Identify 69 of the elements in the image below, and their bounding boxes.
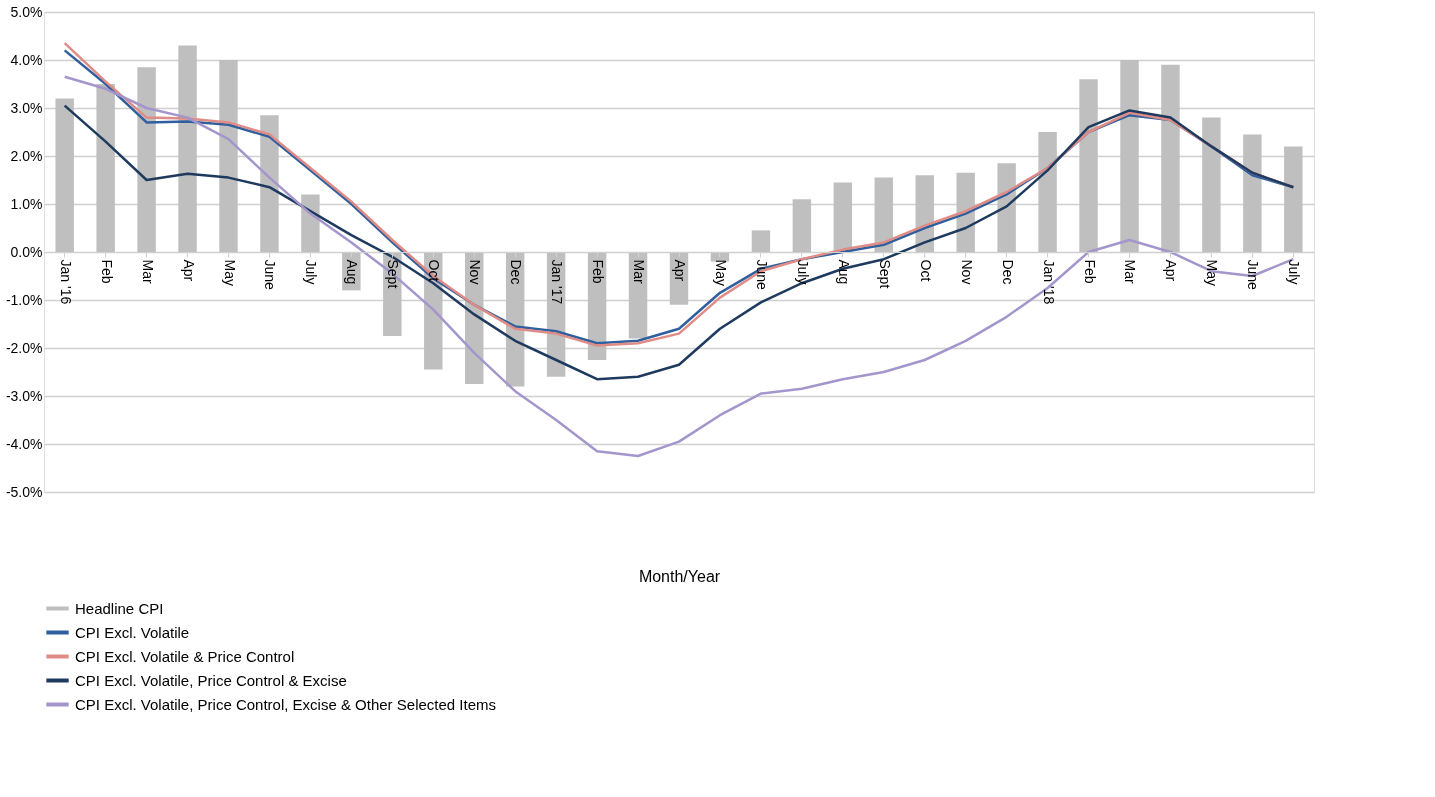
y-tick-label: -2.0% <box>5 339 43 356</box>
x-tick-label: Apr <box>1163 259 1180 282</box>
x-tick-label: Feb <box>98 259 115 284</box>
y-tick-label: -1.0% <box>5 291 43 308</box>
bar <box>874 177 893 252</box>
bar <box>997 163 1016 252</box>
bar <box>96 84 115 252</box>
bar <box>1161 64 1180 252</box>
x-tick-label: Oct <box>917 259 934 282</box>
bar <box>792 199 812 252</box>
legend-label: CPI Excl. Volatile, Price Control, Excise & Other Selected Items <box>75 695 496 713</box>
x-tick-label: May <box>712 259 729 286</box>
x-tick-label: Sept <box>876 259 893 289</box>
y-tick-label: -5.0% <box>5 483 43 500</box>
x-tick-label: Jan '16 <box>57 259 74 305</box>
x-tick-label: July <box>1286 259 1303 285</box>
x-tick-label: Oct <box>426 259 443 282</box>
x-tick-label: Feb <box>1081 259 1098 284</box>
bar <box>1079 79 1098 252</box>
bar <box>178 45 197 252</box>
x-tick-label: June <box>1245 259 1262 291</box>
y-tick-label: 5.0% <box>10 3 43 20</box>
legend-label: Headline CPI <box>75 599 164 617</box>
bar <box>301 194 320 252</box>
y-tick-label: -3.0% <box>5 387 43 404</box>
y-tick-label: 4.0% <box>10 51 43 68</box>
x-tick-label: July <box>303 259 320 285</box>
x-tick-label: Aug <box>835 259 852 285</box>
x-tick-label: Apr <box>180 259 197 282</box>
bar <box>137 67 156 252</box>
y-tick-label: 1.0% <box>10 195 43 212</box>
x-tick-label: May <box>1204 259 1221 286</box>
bar <box>1202 117 1221 252</box>
x-tick-label: Mar <box>139 259 156 284</box>
bar <box>833 182 853 252</box>
y-tick-label: 0.0% <box>10 243 43 260</box>
x-axis-title: Month/Year <box>638 568 721 586</box>
x-tick-label: Dec <box>508 259 525 285</box>
y-tick-label: 2.0% <box>10 147 43 164</box>
y-tick-label: 3.0% <box>10 99 43 116</box>
bar <box>219 60 238 252</box>
bar <box>1284 146 1303 252</box>
x-tick-label: Sept <box>385 259 402 289</box>
x-tick-label: Dec <box>999 259 1016 285</box>
y-tick-label: -4.0% <box>5 435 43 452</box>
bar <box>260 115 279 252</box>
x-tick-label: Jan '18 <box>1040 259 1057 305</box>
x-tick-label: June <box>262 259 279 291</box>
legend-label: CPI Excl. Volatile, Price Control & Excise <box>75 671 347 689</box>
legend-label: CPI Excl. Volatile <box>75 623 190 641</box>
x-tick-label: June <box>753 259 770 291</box>
bar <box>628 252 648 339</box>
x-tick-label: Mar <box>631 259 648 284</box>
x-tick-label: Nov <box>958 259 975 285</box>
x-tick-label: Nov <box>467 259 484 285</box>
legend-label: CPI Excl. Volatile & Price Control <box>75 647 295 665</box>
x-tick-label: Aug <box>344 259 361 285</box>
x-tick-label: Feb <box>590 259 607 284</box>
x-tick-label: Apr <box>672 259 688 282</box>
bar <box>1038 132 1057 252</box>
x-tick-label: May <box>221 259 238 286</box>
x-tick-label: Mar <box>1122 259 1139 284</box>
bar <box>956 172 975 252</box>
bar <box>1243 134 1262 252</box>
bar <box>55 98 74 252</box>
x-tick-label: July <box>794 259 811 285</box>
bar <box>751 230 771 252</box>
x-tick-label: Jan '17 <box>549 259 566 305</box>
bar <box>1120 60 1139 252</box>
